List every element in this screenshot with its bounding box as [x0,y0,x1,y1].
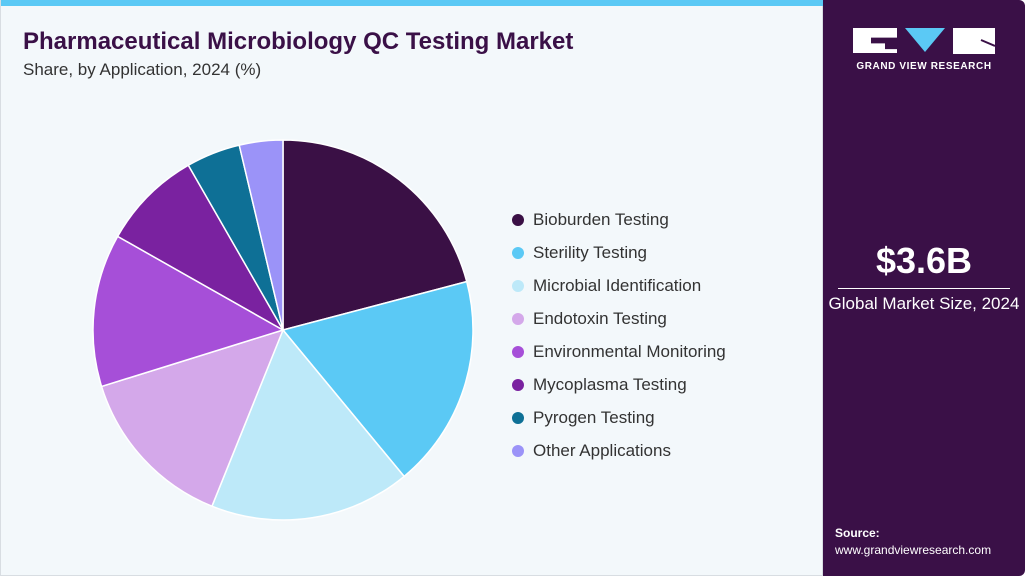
legend-dot-icon [512,246,524,259]
source-link[interactable]: www.grandviewresearch.com [835,543,992,557]
legend-item: Other Applications [512,434,726,467]
market-size-label: Global Market Size, 2024 [828,294,1020,313]
legend-label: Pyrogen Testing [533,407,655,427]
legend-dot-icon [512,345,524,358]
legend-label: Environmental Monitoring [533,341,726,361]
legend-label: Bioburden Testing [533,209,669,229]
chart-panel: Pharmaceutical Microbiology QC Testing M… [0,0,824,576]
divider [838,288,1010,289]
pie-slice-bioburden-testing [282,139,468,331]
legend-item: Endotoxin Testing [512,302,726,335]
pie-slice-environmental-monitoring [92,235,285,388]
grand-view-research-logo [853,28,995,54]
legend-item: Bioburden Testing [512,203,726,236]
accent-bar [1,0,824,6]
legend-dot-icon [512,279,524,292]
legend-dot-icon [512,312,524,325]
legend-label: Endotoxin Testing [533,308,667,328]
chart-title: Pharmaceutical Microbiology QC Testing M… [23,28,574,55]
legend-dot-icon [512,378,524,391]
pie-slice-microbial-identification [210,328,406,521]
legend-item: Microbial Identification [512,269,726,302]
legend-label: Mycoplasma Testing [533,374,687,394]
pie-slice-sterility-testing [281,280,474,478]
pie-slice-mycoplasma-testing [116,164,286,333]
legend-label: Sterility Testing [533,242,648,262]
legend-item: Environmental Monitoring [512,335,726,368]
legend: Bioburden Testing Sterility Testing Microb… [512,203,726,467]
info-sidebar: GRAND VIEW RESEARCH $3.6B Global Market … [823,0,1025,576]
legend-dot-icon [512,444,524,457]
market-size-value: $3.6B [875,240,973,281]
legend-dot-icon [512,213,524,226]
legend-item: Pyrogen Testing [512,401,726,434]
pie-slice-other-applications [238,139,284,331]
brand-name: GRAND VIEW RESEARCH [856,61,992,72]
legend-label: Microbial Identification [533,275,702,295]
legend-label: Other Applications [533,440,671,460]
legend-item: Mycoplasma Testing [512,368,726,401]
source-label: Source: [835,526,880,540]
chart-subtitle: Share, by Application, 2024 (%) [23,60,262,79]
legend-item: Sterility Testing [512,236,726,269]
pie-slice-endotoxin-testing [100,328,285,508]
legend-dot-icon [512,411,524,424]
pie-chart [92,139,474,521]
